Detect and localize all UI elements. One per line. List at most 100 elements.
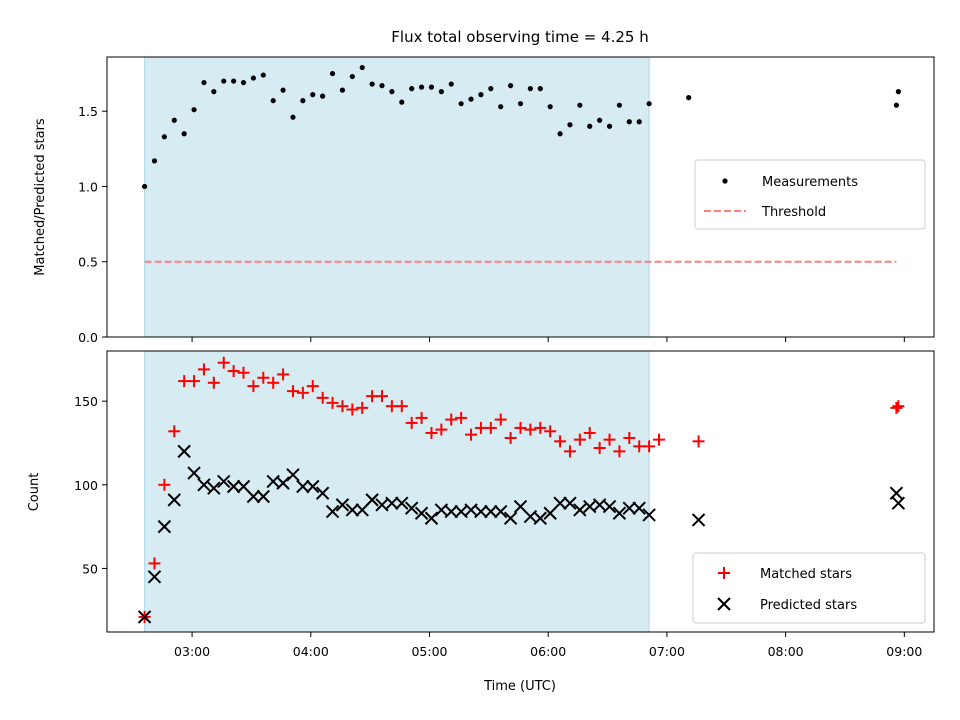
- measurement-point-2: [161, 134, 167, 140]
- predicted-point-42: [553, 496, 567, 510]
- measurement-point-9: [231, 78, 237, 84]
- matched-point-47: [603, 433, 616, 446]
- top-axis-ticks: 0.0 0.5 1.0 1.5: [78, 104, 905, 345]
- x-tick-label-0: 03:00: [174, 644, 210, 659]
- matched-point-37: [504, 431, 517, 444]
- measurement-point-52: [686, 95, 692, 101]
- measurement-point-25: [389, 89, 395, 95]
- predicted-point-40: [533, 511, 547, 525]
- top-y-tick-label-2: 1.0: [78, 179, 98, 194]
- predicted-point-12: [256, 489, 271, 504]
- bottom-plot-marks: [137, 356, 906, 624]
- bottom-panel: 50 100 150 03:00 04:00 05:00 06:00 07:00 08:00 09…: [27, 350, 935, 694]
- x-tick-label-3: 06:00: [530, 644, 566, 659]
- matched-point-40: [534, 421, 547, 434]
- predicted-point-31: [444, 504, 458, 519]
- predicted-point-43: [563, 496, 577, 510]
- matched-point-48: [613, 445, 626, 458]
- predicted-point-15: [286, 468, 300, 482]
- predicted-point-11: [246, 489, 261, 504]
- measurement-point-13: [270, 98, 276, 104]
- predicted-point-4: [177, 444, 191, 459]
- matched-point-6: [197, 363, 210, 376]
- predicted-point-28: [414, 506, 429, 520]
- measurement-point-3: [171, 117, 177, 123]
- matched-point-53: [692, 435, 705, 448]
- measurement-point-4: [181, 131, 187, 137]
- predicted-point-48: [612, 506, 627, 520]
- measurement-point-8: [221, 78, 227, 84]
- measurement-point-29: [428, 84, 435, 90]
- matched-point-39: [524, 423, 537, 436]
- bottom-y-tick-label-2: 150: [74, 394, 98, 409]
- predicted-point-20: [335, 498, 350, 512]
- matched-point-33: [465, 428, 478, 441]
- matched-point-1: [148, 557, 161, 570]
- measurement-point-48: [616, 102, 623, 108]
- matched-point-32: [455, 411, 468, 424]
- matched-point-46: [593, 442, 606, 455]
- measurement-point-49: [626, 119, 632, 125]
- measurement-point-22: [359, 64, 365, 71]
- matched-point-10: [237, 366, 250, 379]
- matched-point-5: [188, 375, 201, 388]
- matched-point-9: [227, 365, 240, 378]
- matched-point-16: [296, 386, 309, 399]
- top-y-tick-label-0: 0.0: [78, 330, 98, 345]
- bottom-y-axis-label: Count: [27, 473, 42, 512]
- predicted-point-7: [207, 481, 221, 495]
- top-y-axis-label: Matched/Predicted stars: [33, 118, 48, 276]
- matched-point-19: [326, 396, 339, 409]
- matched-point-15: [286, 385, 299, 398]
- predicted-point-53: [889, 486, 904, 500]
- predicted-point-50: [632, 501, 646, 515]
- matched-point-18: [316, 391, 329, 404]
- matched-point-20: [336, 400, 349, 413]
- measurement-point-41: [547, 104, 553, 110]
- measurement-point-10: [240, 79, 247, 86]
- predicted-point-16: [296, 479, 310, 494]
- measurement-point-35: [488, 86, 494, 92]
- measurement-point-40: [537, 86, 543, 92]
- predicted-point-27: [404, 501, 419, 515]
- measurement-point-5: [191, 107, 197, 113]
- predicted-point-8: [217, 474, 231, 489]
- bottom-observing-window: [144, 350, 650, 633]
- matched-point-14: [277, 368, 290, 381]
- legend-predicted-marker: [717, 597, 731, 611]
- predicted-point-14: [276, 476, 290, 490]
- predicted-point-52: [691, 513, 706, 527]
- top-y-tick-label-1: 0.5: [78, 255, 98, 270]
- predicted-point-17: [306, 479, 320, 494]
- measurement-point-7: [211, 89, 217, 95]
- bottom-legend-box: [692, 552, 926, 624]
- measurement-point-34: [478, 92, 484, 98]
- predicted-point-37: [503, 511, 518, 525]
- measurement-point-30: [438, 89, 444, 95]
- predicted-point-1: [147, 570, 162, 584]
- x-tick-label-2: 05:00: [411, 644, 447, 659]
- chart-title: Flux total observing time = 4.25 h: [391, 28, 648, 46]
- matched-point-49: [623, 431, 636, 444]
- legend-predicted-label: Predicted stars: [760, 598, 857, 613]
- predicted-point-25: [385, 496, 399, 510]
- matched-point-7: [207, 376, 220, 389]
- matched-point-2: [158, 478, 171, 491]
- matched-point-42: [554, 435, 567, 448]
- measurement-point-39: [527, 86, 533, 92]
- top-plot-marks: [141, 64, 901, 263]
- measurement-point-47: [606, 123, 613, 129]
- measurement-point-51: [646, 101, 652, 107]
- matched-point-52: [652, 433, 665, 446]
- measurement-point-17: [310, 92, 316, 98]
- legend-matched-label: Matched stars: [760, 567, 852, 582]
- matched-point-11: [247, 380, 260, 393]
- bottom-y-tick-label-0: 50: [82, 561, 98, 576]
- predicted-point-35: [484, 504, 498, 519]
- matched-point-21: [346, 403, 359, 416]
- matched-point-22: [356, 401, 369, 414]
- x-tick-label-1: 04:00: [293, 644, 329, 659]
- measurement-point-15: [290, 114, 296, 120]
- top-panel: 0.0 0.5 1.0 1.5 Matched/Predicted stars Mea…: [33, 56, 935, 345]
- matched-point-30: [435, 423, 448, 436]
